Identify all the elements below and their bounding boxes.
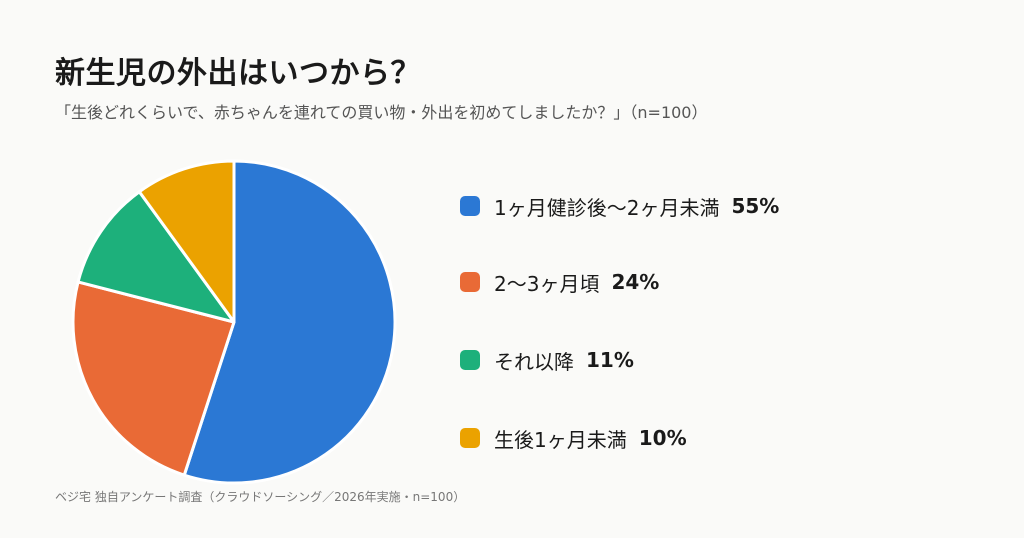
pie-slice-4 (137, 159, 236, 324)
legend-swatch (460, 350, 480, 370)
source-note: ベジ宅 独自アンケート調査（クラウドソーシング／2026年実施・n=100） (55, 490, 466, 504)
legend-label: 1ヶ月健診後〜2ヶ月未満 (494, 195, 720, 220)
legend-label: 2〜3ヶ月頃 (494, 271, 600, 296)
legend-swatch (460, 272, 480, 292)
legend-value: 10% (638, 426, 687, 450)
legend-item: 生後1ヶ月未満 10% (460, 416, 687, 460)
pie-slice-3 (76, 190, 236, 324)
legend-swatch (460, 196, 480, 216)
legend-label: 生後1ヶ月未満 (494, 427, 627, 452)
chart-title: 新生児の外出はいつから？ (55, 56, 421, 91)
legend-value: 55% (731, 194, 780, 218)
legend-item: 2〜3ヶ月頃 24% (460, 260, 659, 304)
legend-item: それ以降 11% (460, 338, 634, 382)
pie-slice-2 (71, 280, 236, 477)
legend-value: 24% (611, 270, 660, 294)
legend-value: 11% (586, 348, 634, 372)
chart-subtitle: 「生後どれくらいで、赤ちゃんを連れての買い物・外出を初めてしましたか？」（n=1… (55, 103, 708, 122)
legend-swatch (460, 428, 480, 448)
legend-item: 1ヶ月健診後〜2ヶ月未満 55% (460, 184, 779, 228)
pie-slice-1 (182, 159, 397, 485)
legend-label: それ以降 (494, 349, 574, 374)
